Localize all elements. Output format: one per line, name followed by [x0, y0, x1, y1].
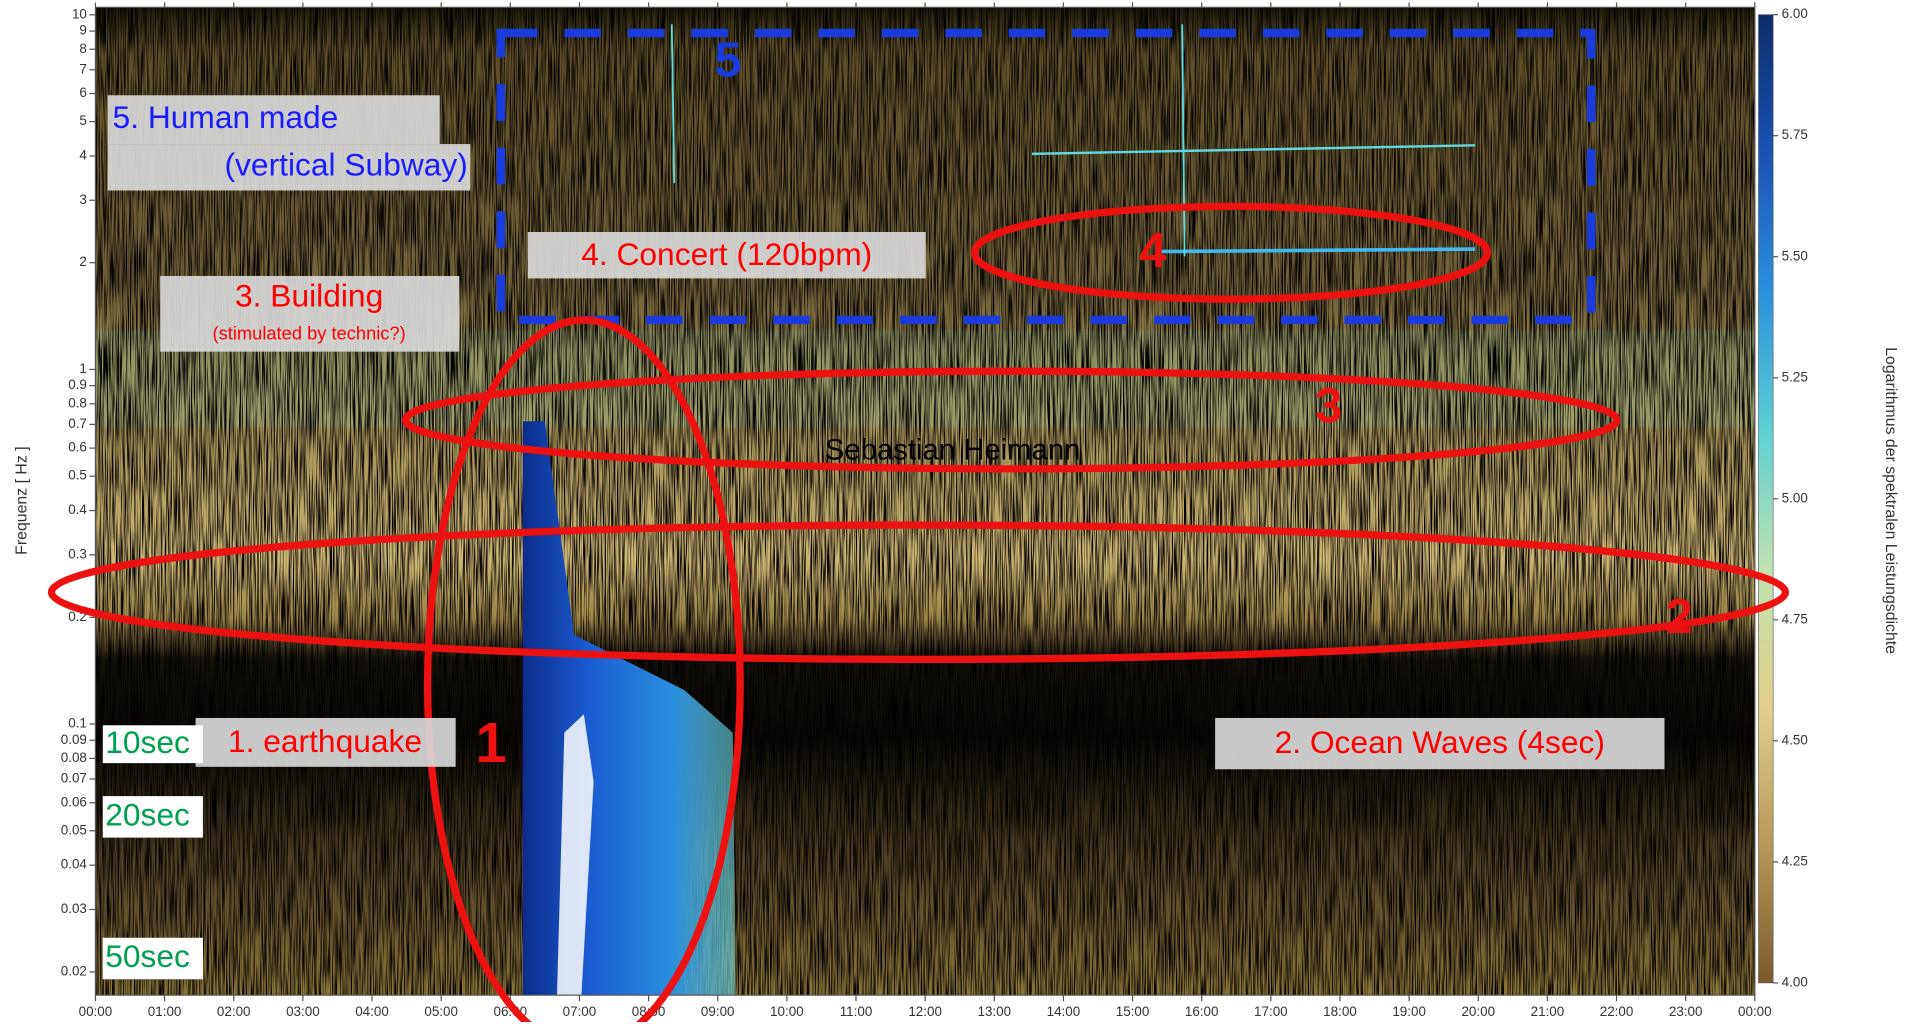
y-tick-label: 0.02	[61, 963, 87, 978]
y-tick-label: 9	[79, 23, 86, 38]
x-tick-label: 14:00	[1047, 1004, 1081, 1019]
colorbar-tick-label: 5.50	[1782, 248, 1808, 263]
period-label: 10sec	[105, 724, 190, 760]
y-tick-label: 3	[79, 192, 86, 207]
colorbar-tick-label: 4.25	[1782, 853, 1808, 868]
y-tick-label: 0.07	[61, 771, 87, 786]
x-tick-label: 23:00	[1669, 1004, 1703, 1019]
y-tick-label: 5	[79, 113, 86, 128]
colorbar-tick-label: 6.00	[1782, 6, 1808, 21]
y-tick-label: 0.08	[61, 750, 87, 765]
annotation: (vertical Subway)	[224, 147, 467, 183]
x-tick-label: 22:00	[1600, 1004, 1634, 1019]
x-tick-label: 16:00	[1185, 1004, 1219, 1019]
x-tick-label: 02:00	[217, 1004, 251, 1019]
x-tick-label: 07:00	[563, 1004, 597, 1019]
x-tick-label: 05:00	[424, 1004, 458, 1019]
y-tick-label: 0.06	[61, 794, 87, 809]
x-tick-label: 10:00	[770, 1004, 804, 1019]
x-tick-label: 13:00	[977, 1004, 1011, 1019]
x-tick-label: 03:00	[286, 1004, 320, 1019]
colorbar	[1758, 15, 1773, 983]
x-tick-label: 04:00	[355, 1004, 389, 1019]
marker-number: 5	[714, 33, 741, 87]
y-tick-label: 0.05	[61, 822, 87, 837]
x-tick-label: 11:00	[840, 1004, 873, 1019]
y-tick-label: 0.8	[68, 395, 87, 410]
colorbar-tick-label: 4.00	[1782, 974, 1808, 989]
colorbar-tick-label: 5.00	[1782, 490, 1808, 505]
colorbar-tick-label: 4.75	[1782, 611, 1808, 626]
y-tick-label: 0.04	[61, 857, 88, 872]
signal-line	[1158, 249, 1475, 251]
x-tick-label: 09:00	[701, 1004, 735, 1019]
chart: 00:0001:0002:0003:0004:0005:0006:0007:00…	[0, 0, 1915, 1022]
annotation: 4. Concert (120bpm)	[581, 236, 872, 272]
credit: Sebastian Heimann	[825, 434, 1081, 467]
colorbar-label: Logarithmus der spektralen Leistungsdich…	[1882, 347, 1899, 654]
colorbar-tick-label: 5.25	[1782, 369, 1808, 384]
y-tick-label: 10	[72, 6, 87, 21]
x-tick-label: 20:00	[1461, 1004, 1495, 1019]
x-tick-label: 00:00	[79, 1004, 113, 1019]
x-tick-label: 18:00	[1323, 1004, 1357, 1019]
marker-number: 3	[1315, 379, 1342, 433]
y-tick-label: 0.1	[68, 716, 87, 731]
colorbar-tick-label: 5.75	[1782, 127, 1808, 142]
y-tick-label: 4	[79, 147, 87, 162]
y-tick-label: 0.4	[68, 502, 87, 517]
annotation: 1. earthquake	[228, 723, 422, 759]
y-tick-label: 1	[79, 361, 86, 376]
y-axis-label: Frequenz [ Hz ]	[13, 446, 30, 554]
colorbar-tick-label: 4.50	[1782, 732, 1808, 747]
y-tick-label: 0.3	[68, 546, 87, 561]
annotation: 5. Human made	[113, 99, 339, 135]
y-tick-label: 0.5	[68, 468, 87, 483]
y-tick-label: 0.6	[68, 440, 87, 455]
x-tick-label: 17:00	[1254, 1004, 1288, 1019]
y-tick-label: 0.03	[61, 901, 87, 916]
x-tick-label: 01:00	[148, 1004, 182, 1019]
y-tick-label: 7	[79, 61, 86, 76]
annotation: (stimulated by technic?)	[213, 322, 406, 343]
x-tick-label: 19:00	[1392, 1004, 1426, 1019]
y-tick-label: 0.7	[68, 416, 87, 431]
y-tick-label: 2	[79, 254, 86, 269]
annotation: 2. Ocean Waves (4sec)	[1275, 724, 1605, 760]
annotation: 3. Building	[235, 277, 383, 313]
y-tick-label: 6	[79, 85, 86, 100]
x-tick-label: 12:00	[908, 1004, 942, 1019]
x-tick-label: 00:00	[1738, 1004, 1772, 1019]
y-tick-label: 8	[79, 41, 86, 56]
marker-number: 1	[475, 711, 506, 774]
x-tick-label: 15:00	[1116, 1004, 1150, 1019]
x-tick-label: 21:00	[1531, 1004, 1565, 1019]
y-tick-label: 0.09	[61, 732, 87, 747]
period-label: 50sec	[105, 938, 190, 974]
marker-number: 4	[1139, 224, 1166, 278]
y-tick-label: 0.9	[68, 377, 87, 392]
marker-number: 2	[1666, 590, 1693, 644]
period-label: 20sec	[105, 796, 190, 832]
